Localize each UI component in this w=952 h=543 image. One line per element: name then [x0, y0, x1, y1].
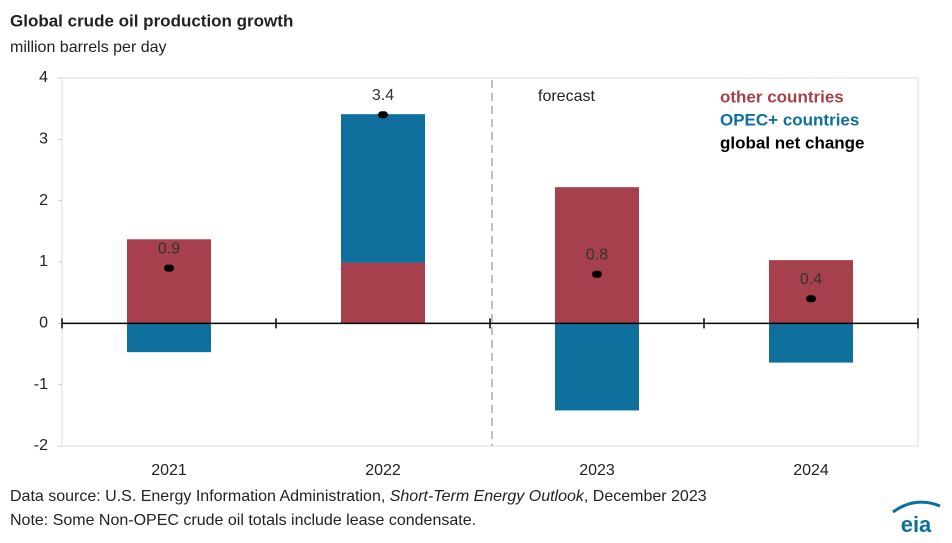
- bar: [341, 114, 425, 263]
- x-tick-label: 2021: [151, 462, 187, 479]
- data-label: 0.4: [800, 271, 822, 288]
- bar: [555, 323, 639, 411]
- logo: eia: [901, 512, 932, 537]
- data-label: 3.4: [372, 87, 394, 104]
- note: Note: Some Non-OPEC crude oil totals inc…: [10, 512, 476, 529]
- y-tick-label: 1: [39, 253, 48, 270]
- y-tick-label: -1: [34, 376, 48, 393]
- legend-entry: other countries: [720, 87, 844, 106]
- net-dot: [378, 111, 388, 119]
- legend-entry: OPEC+ countries: [720, 110, 859, 129]
- chart-subtitle: million barrels per day: [10, 39, 167, 56]
- bar: [769, 260, 853, 324]
- x-tick-label: 2024: [793, 462, 829, 479]
- source-title: Short-Term Energy Outlook: [390, 488, 585, 505]
- x-tick-label: 2023: [579, 462, 615, 479]
- bar: [769, 323, 853, 363]
- bar: [555, 187, 639, 324]
- x-tick-label: 2022: [365, 462, 401, 479]
- y-tick-label: 4: [39, 69, 48, 86]
- y-tick-label: -2: [34, 437, 48, 454]
- y-tick-label: 2: [39, 192, 48, 209]
- net-dot: [164, 264, 174, 272]
- source: Data source: U.S. Energy Information Adm…: [10, 488, 707, 505]
- net-dot: [806, 295, 816, 303]
- chart-title: Global crude oil production growth: [10, 11, 293, 30]
- bar: [127, 239, 211, 324]
- annotation: forecast: [538, 88, 595, 105]
- net-dot: [592, 270, 602, 278]
- data-label: 0.8: [586, 246, 608, 263]
- y-tick-label: 0: [39, 315, 48, 332]
- data-label: 0.9: [158, 240, 180, 257]
- y-tick-label: 3: [39, 131, 48, 148]
- logo-arc: [892, 500, 941, 514]
- bar: [341, 262, 425, 324]
- source-suffix: , December 2023: [584, 488, 707, 505]
- legend-entry: global net change: [720, 133, 865, 152]
- source-prefix: Data source: U.S. Energy Information Adm…: [10, 488, 390, 505]
- bar: [127, 323, 211, 353]
